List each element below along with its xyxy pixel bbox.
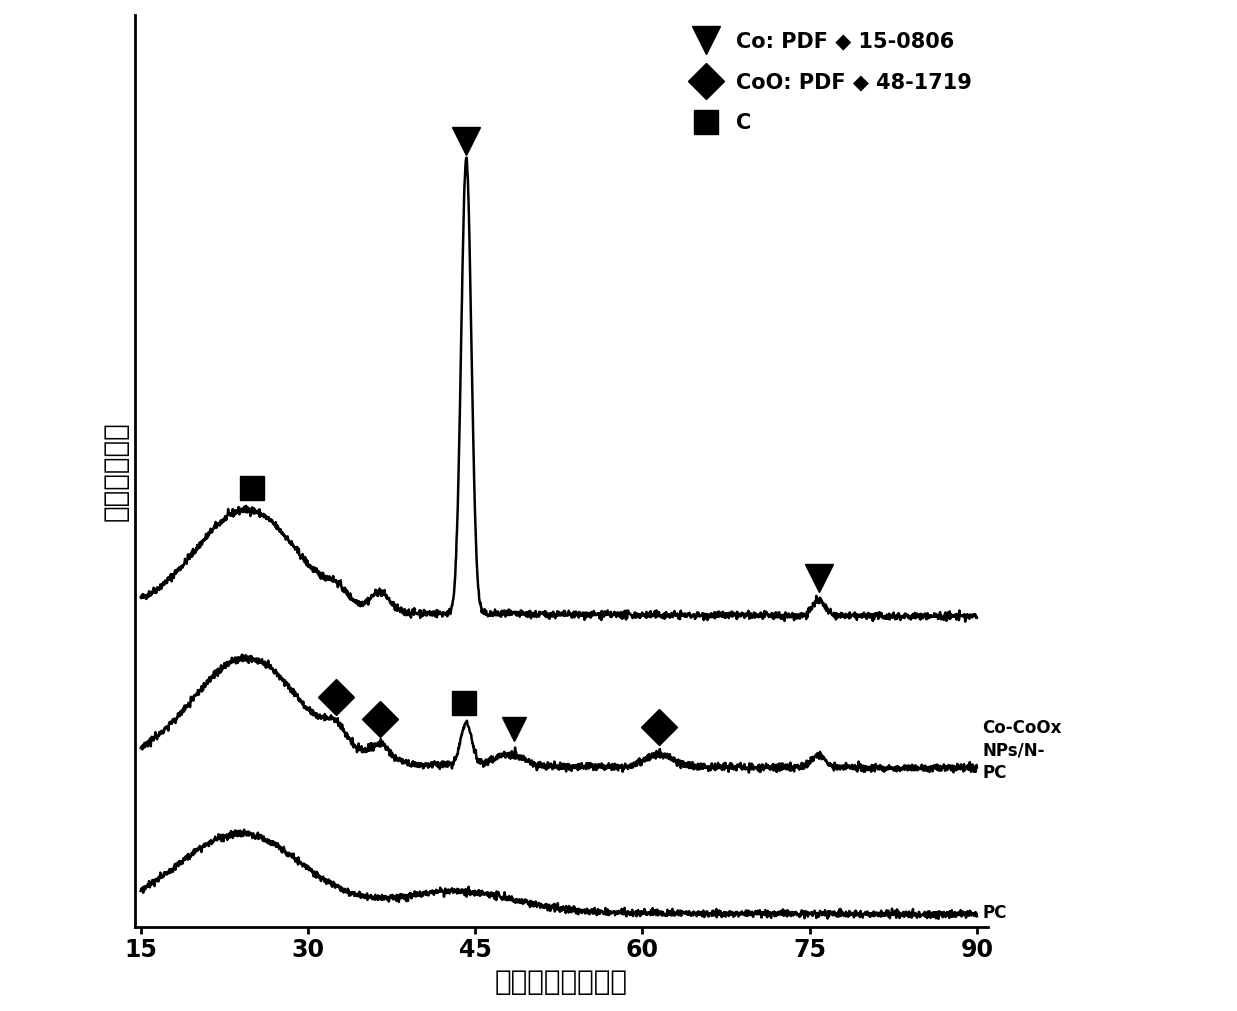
X-axis label: 二倍衍射角（度）: 二倍衍射角（度）: [495, 968, 628, 996]
Legend: Co: PDF ◆ 15-0806, CoO: PDF ◆ 48-1719, C: Co: PDF ◆ 15-0806, CoO: PDF ◆ 48-1719, C: [691, 25, 977, 140]
Y-axis label: 相对衍射强度: 相对衍射强度: [101, 421, 130, 521]
Text: Co-CoOx
NPs/N-
PC: Co-CoOx NPs/N- PC: [982, 719, 1061, 782]
Text: PC: PC: [982, 904, 1007, 922]
